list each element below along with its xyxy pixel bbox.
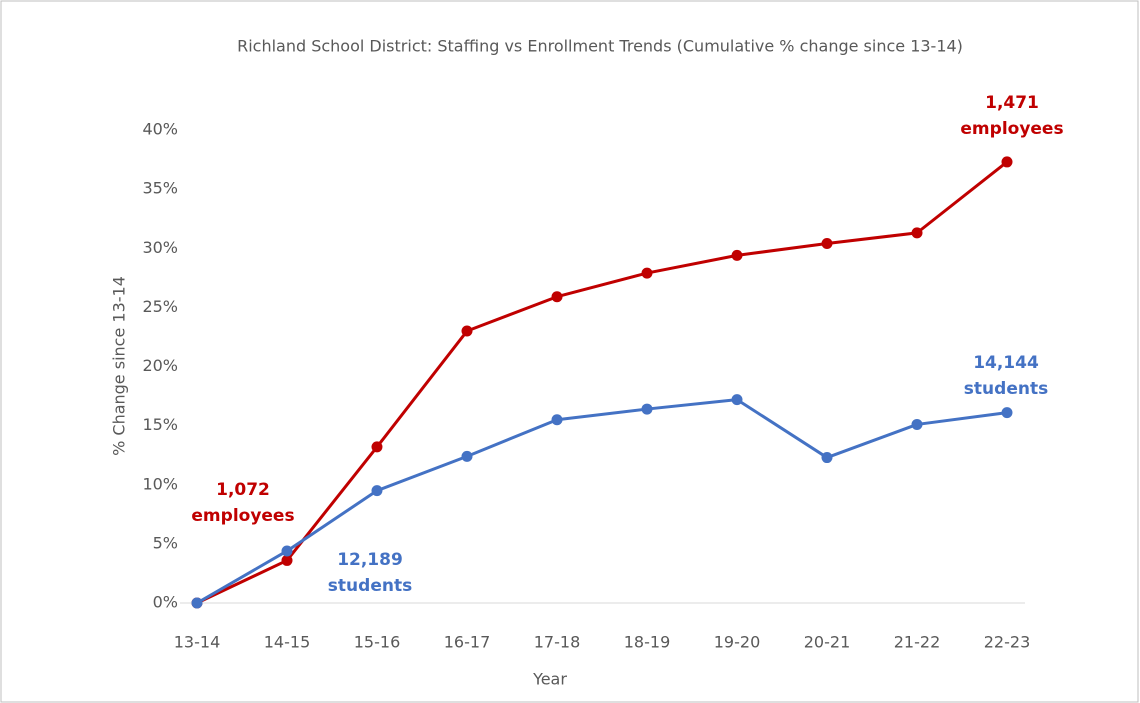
y-axis-label: % Change since 13-14 [110,276,129,456]
point [461,325,473,337]
point [911,418,923,430]
annotation: employees [191,506,294,526]
point [551,291,563,303]
y-tick-label: 35% [142,179,178,198]
annotation: 1,072 [216,480,270,500]
point [641,267,653,279]
point [461,450,473,462]
y-tick-label: 20% [142,356,178,375]
y-tick-label: 10% [142,474,178,493]
y-tick-label: 30% [142,238,178,257]
y-tick-label: 5% [153,533,178,552]
point [1001,407,1013,419]
point [281,554,293,566]
annotation: 12,189 [337,550,403,570]
x-tick-label: 22-23 [984,633,1031,652]
x-tick-label: 18-19 [624,633,671,652]
annotation: 14,144 [973,353,1039,373]
y-tick-label: 0% [153,593,178,612]
annotation: students [328,576,412,596]
point [551,414,563,426]
point [371,485,383,497]
x-tick-label: 16-17 [444,633,491,652]
series-line [196,160,1008,605]
x-tick-label: 20-21 [804,633,851,652]
point [911,227,923,239]
annotation: employees [960,119,1063,139]
point [641,403,653,415]
series-line [196,398,1008,605]
point [731,394,743,406]
y-tick-label: 40% [142,120,178,139]
x-tick-label: 19-20 [714,633,761,652]
point [1001,156,1013,168]
annotation: students [964,379,1048,399]
x-tick-label: 14-15 [264,633,311,652]
point [371,441,383,453]
x-tick-label: 13-14 [174,633,221,652]
y-tick-label: 15% [142,415,178,434]
x-tick-label: 21-22 [894,633,941,652]
y-tick-label: 25% [142,297,178,316]
x-tick-label: 17-18 [534,633,581,652]
point [281,545,293,557]
point [191,597,203,609]
point [821,238,833,250]
x-tick-label: 15-16 [354,633,401,652]
chart-title: Richland School District: Staffing vs En… [237,37,963,56]
annotation: 1,471 [985,93,1039,113]
x-axis-label: Year [532,670,567,689]
point [821,452,833,464]
point [731,249,743,261]
